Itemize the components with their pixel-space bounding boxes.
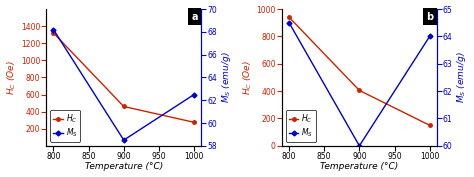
Y-axis label: $M_S$ (emu/g): $M_S$ (emu/g) xyxy=(456,52,468,103)
Line: $H_C$: $H_C$ xyxy=(287,16,431,127)
$H_C$ xyxy=(356,89,362,92)
$H_C$ xyxy=(121,105,127,108)
$M_S$ xyxy=(286,22,292,24)
Line: $M_S$: $M_S$ xyxy=(287,21,431,148)
$H_C$ xyxy=(286,16,292,18)
$H_C$ xyxy=(51,32,56,34)
Legend: $H_C$, $M_S$: $H_C$, $M_S$ xyxy=(286,110,316,142)
$M_S$ xyxy=(121,139,127,141)
$M_S$ xyxy=(51,28,56,31)
$M_S$ xyxy=(191,93,197,96)
$M_S$ xyxy=(356,145,362,147)
$H_C$ xyxy=(427,124,432,126)
Y-axis label: $H_C$ (Oe): $H_C$ (Oe) xyxy=(6,60,18,95)
Text: b: b xyxy=(427,12,434,22)
Y-axis label: $H_C$ (Oe): $H_C$ (Oe) xyxy=(241,60,254,95)
Line: $M_S$: $M_S$ xyxy=(52,28,196,142)
X-axis label: Temperature (°C): Temperature (°C) xyxy=(85,162,163,172)
X-axis label: Temperature (°C): Temperature (°C) xyxy=(320,162,399,172)
Text: a: a xyxy=(191,12,198,22)
Y-axis label: $M_S$ (emu/g): $M_S$ (emu/g) xyxy=(220,52,233,103)
Line: $H_C$: $H_C$ xyxy=(52,31,196,124)
$H_C$ xyxy=(191,121,197,123)
Legend: $H_C$, $M_S$: $H_C$, $M_S$ xyxy=(50,110,81,142)
$M_S$ xyxy=(427,35,432,38)
